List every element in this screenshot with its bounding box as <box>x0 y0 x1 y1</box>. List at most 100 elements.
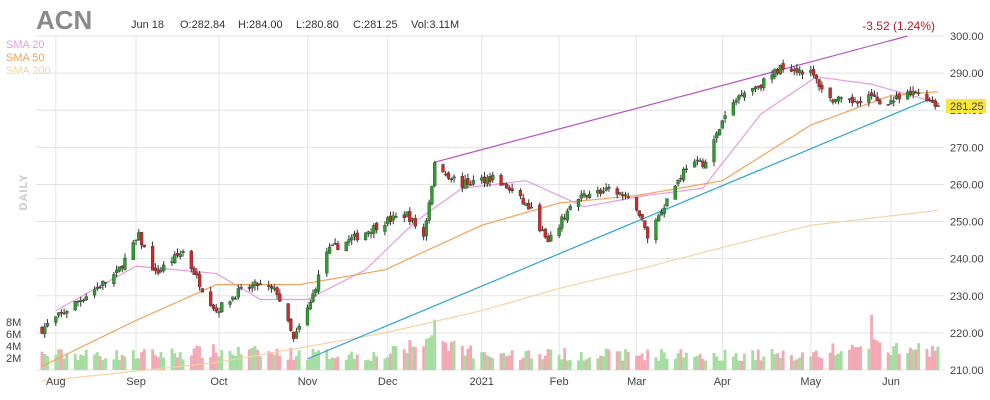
volume-bar <box>344 359 348 370</box>
candle <box>333 243 337 245</box>
quote-high: H:284.00 <box>238 19 283 31</box>
volume-bar <box>878 342 882 370</box>
candle <box>657 215 661 222</box>
volume-bar <box>698 354 702 370</box>
volume-bar <box>115 349 119 370</box>
x-tick-label: Aug <box>46 376 66 388</box>
legend-sma200: SMA 200 <box>6 65 51 77</box>
candle <box>73 301 77 310</box>
candle <box>272 287 276 290</box>
candle <box>197 273 202 288</box>
volume-bar <box>886 352 890 370</box>
volume-bar <box>250 347 254 370</box>
candle <box>634 197 639 211</box>
volume-bar <box>837 353 840 370</box>
candle <box>62 312 66 315</box>
candle <box>867 94 871 103</box>
volume-bar <box>917 343 921 370</box>
y-tick-label: 240.00 <box>950 254 984 266</box>
volume-bar <box>195 345 199 370</box>
volume-bar <box>452 340 456 370</box>
candle <box>820 84 824 90</box>
candle <box>200 288 205 293</box>
volume-bar <box>718 360 721 370</box>
candle <box>43 326 47 335</box>
candle <box>712 139 716 163</box>
candle <box>502 183 506 185</box>
candle <box>294 331 299 339</box>
volume-bar <box>134 358 138 370</box>
volume-bar <box>682 357 686 370</box>
volume-bar <box>831 343 835 370</box>
candle <box>45 323 50 327</box>
candle <box>731 102 736 116</box>
candle <box>316 274 321 292</box>
candle <box>751 87 755 92</box>
volume-bar <box>776 353 780 370</box>
candle <box>734 100 738 103</box>
x-tick-label: Dec <box>378 376 398 388</box>
volume-bar <box>137 358 141 370</box>
volume-bar <box>394 346 398 370</box>
volume-bar <box>220 350 224 370</box>
volume-bar <box>756 349 760 370</box>
volume-bar <box>582 360 586 370</box>
volume-bar <box>234 355 238 370</box>
candle <box>878 100 882 105</box>
volume-bar <box>601 356 605 370</box>
volume-bar <box>59 349 63 370</box>
volume-bar <box>853 347 857 370</box>
candle <box>427 202 431 221</box>
candle <box>933 100 937 107</box>
candle <box>402 214 406 219</box>
candle <box>856 101 860 104</box>
candle <box>292 331 296 339</box>
volume-bar <box>40 351 44 370</box>
candle <box>192 267 196 275</box>
volume-bar <box>809 356 813 370</box>
volume-bar <box>527 350 531 370</box>
volume-bar <box>369 360 373 370</box>
candle <box>289 318 293 331</box>
volume-bar <box>557 354 561 370</box>
candle <box>914 91 918 94</box>
volume-bar <box>469 345 473 370</box>
candle <box>565 210 570 221</box>
volume-bar <box>93 354 96 370</box>
candle <box>737 95 741 100</box>
volume-bar <box>433 319 437 370</box>
y-tick-label: 250.00 <box>950 217 984 229</box>
candle <box>839 97 843 99</box>
candle <box>391 215 395 221</box>
x-tick-label: May <box>800 376 821 388</box>
candle <box>123 257 127 270</box>
candle <box>421 227 426 237</box>
candle <box>233 298 238 300</box>
candle <box>789 68 794 72</box>
candle <box>894 95 899 100</box>
candle <box>798 69 802 73</box>
volume-tick-label: 6M <box>6 329 21 341</box>
volume-bar <box>510 350 514 370</box>
volume-bar <box>347 354 351 370</box>
volume-bar <box>65 353 69 370</box>
candle <box>853 100 857 103</box>
x-tick-label: 2021 <box>469 376 493 388</box>
volume-bar <box>142 349 146 370</box>
quote-volume: Vol:3.11M <box>411 19 459 31</box>
volume-bar <box>684 352 688 370</box>
candle <box>908 90 912 96</box>
volume-bar <box>294 355 298 370</box>
candle <box>869 92 874 96</box>
candle <box>239 287 243 289</box>
candle <box>543 228 547 238</box>
y-tick-label: 260.00 <box>950 179 984 191</box>
volume-bar <box>834 354 838 370</box>
gridlines <box>36 35 944 371</box>
candle <box>231 296 235 300</box>
candle <box>795 67 799 73</box>
volume-bar <box>751 350 755 370</box>
volume-bar <box>353 358 356 370</box>
volume-bar <box>267 351 271 370</box>
